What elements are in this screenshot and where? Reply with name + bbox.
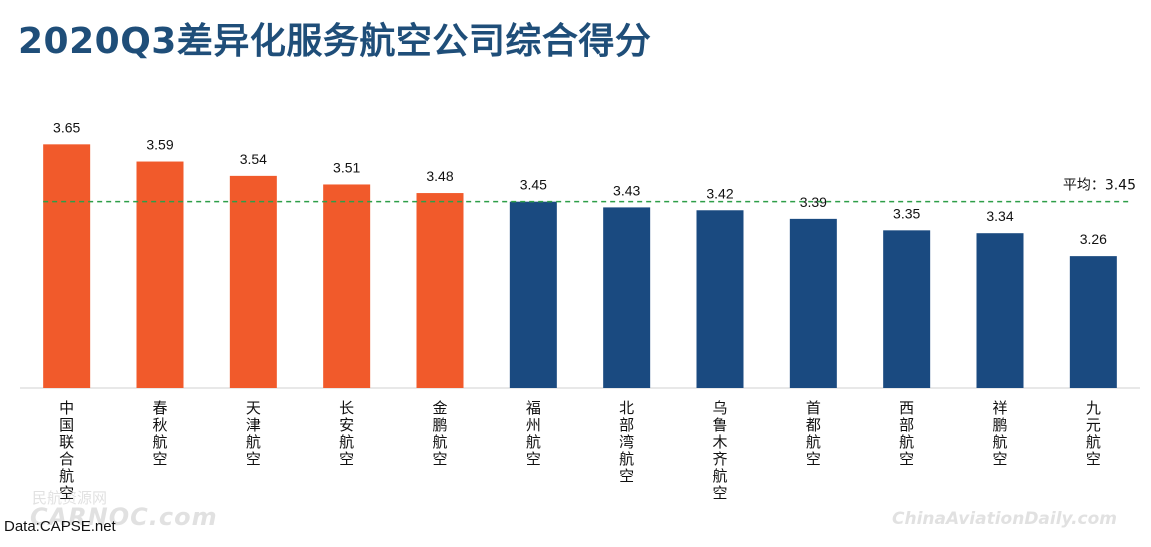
watermark-chinaaviationdaily: ChinaAviationDaily.com [892, 509, 1118, 529]
category-label-char: 航 [712, 467, 727, 485]
category-label-char: 都 [806, 416, 821, 434]
category-label-char: 空 [712, 484, 727, 502]
category-label-char: 西 [899, 399, 914, 417]
category-label-char: 空 [1086, 450, 1101, 468]
category-label-char: 空 [152, 450, 167, 468]
category-label-char: 湾 [619, 433, 634, 451]
category-label-char: 空 [526, 450, 541, 468]
category-label-char: 鲁 [712, 416, 727, 434]
category-label-char: 空 [619, 467, 634, 485]
data-label: 3.48 [426, 168, 453, 184]
category-label-char: 航 [992, 433, 1007, 451]
category-label-char: 联 [59, 433, 74, 451]
bar [136, 161, 184, 388]
data-label: 3.43 [613, 182, 640, 198]
category-label-char: 合 [59, 450, 74, 468]
category-label-char: 空 [992, 450, 1007, 468]
data-label: 3.45 [520, 177, 547, 193]
data-label: 3.39 [800, 194, 827, 210]
category-label-char: 航 [899, 433, 914, 451]
bar [229, 175, 277, 388]
watermark-carnoc: CARNOC.com [30, 503, 218, 531]
average-label: 平均：3.45 [1063, 178, 1136, 194]
category-label-char: 空 [899, 450, 914, 468]
category-label-char: 航 [339, 433, 354, 451]
data-label: 3.35 [893, 205, 920, 221]
category-label-char: 秋 [152, 416, 167, 434]
category-label-char: 空 [806, 450, 821, 468]
bar [883, 230, 931, 388]
bar [416, 193, 464, 388]
category-label-char: 木 [712, 433, 727, 451]
category-label-char: 春 [152, 399, 167, 417]
category-label-char: 鹏 [432, 416, 447, 434]
category-label-char: 航 [59, 467, 74, 485]
category-label-char: 津 [246, 416, 261, 434]
category-label-char: 九 [1086, 399, 1101, 417]
category-label-char: 航 [526, 433, 541, 451]
category-label-char: 空 [432, 450, 447, 468]
category-label-char: 鹏 [992, 416, 1007, 434]
bar [43, 144, 91, 388]
category-label-char: 航 [152, 433, 167, 451]
data-label: 3.59 [146, 137, 173, 153]
bar [603, 207, 651, 388]
bar [509, 201, 557, 388]
bar [1069, 256, 1117, 388]
category-label-char: 中 [59, 399, 74, 417]
category-label-char: 空 [246, 450, 261, 468]
data-label: 3.42 [706, 185, 733, 201]
category-label-char: 首 [806, 399, 821, 417]
category-label-char: 齐 [712, 450, 727, 468]
data-label: 3.51 [333, 159, 360, 175]
chart-title: 2020Q3差异化服务航空公司综合得分 [18, 21, 652, 62]
data-source: Data:CAPSE.net [4, 518, 116, 535]
category-label-char: 北 [619, 399, 634, 417]
category-label-char: 安 [339, 416, 354, 434]
bar [696, 210, 744, 388]
category-label-char: 祥 [992, 399, 1007, 417]
category-label-char: 长 [339, 399, 354, 417]
data-label: 3.34 [986, 208, 1013, 224]
data-label: 3.26 [1080, 231, 1107, 247]
category-label-char: 空 [339, 450, 354, 468]
category-label-char: 元 [1086, 416, 1101, 434]
category-label-char: 金 [432, 399, 447, 417]
bar [976, 233, 1024, 388]
category-label-char: 国 [59, 416, 74, 434]
category-label-char: 航 [619, 450, 634, 468]
bar [323, 184, 371, 388]
category-label-char: 乌 [712, 399, 727, 417]
category-label-char: 航 [1086, 433, 1101, 451]
category-label-char: 天 [246, 399, 261, 417]
bar [789, 218, 837, 388]
category-label-char: 航 [432, 433, 447, 451]
category-label-char: 航 [246, 433, 261, 451]
data-label: 3.54 [240, 151, 267, 167]
category-label-char: 福 [526, 399, 541, 417]
data-label: 3.65 [53, 119, 80, 135]
category-label-char: 航 [806, 433, 821, 451]
category-label-char: 州 [526, 416, 541, 434]
watermark-carnoc-cn: 民航资源网 [32, 489, 108, 507]
category-label-char: 部 [899, 416, 914, 434]
category-label-char: 部 [619, 416, 634, 434]
category-label-char: 空 [59, 484, 74, 502]
